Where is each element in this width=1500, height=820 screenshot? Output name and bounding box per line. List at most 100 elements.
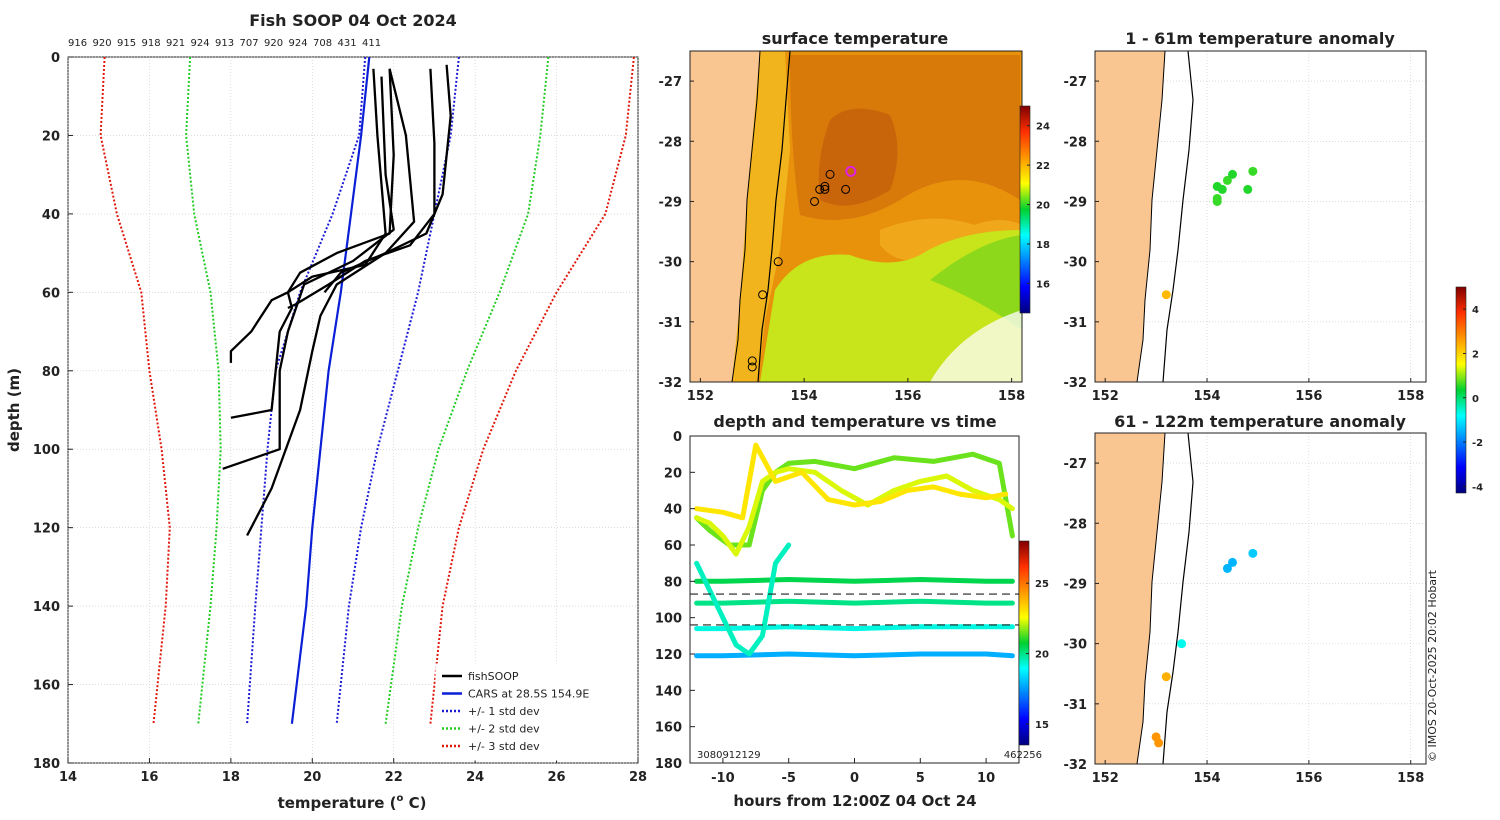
station-marker: [758, 290, 768, 300]
y-tick-label: 20: [42, 129, 60, 144]
y-tick-label: 0: [673, 430, 682, 445]
profile-top-labels: 916 920 915 918 921 924 913 707 920 924 708 431 411: [68, 38, 381, 49]
depth-track: [694, 624, 1015, 632]
depth-track: [694, 577, 1015, 584]
legend-label: CARS at 28.5S 154.9E: [468, 688, 589, 701]
y-tick-label: -28: [1064, 135, 1088, 150]
station-marker: [820, 184, 830, 194]
anomaly-point: [1243, 184, 1253, 194]
y-tick-label: 160: [33, 679, 60, 694]
anom1-shelf-contour: [1162, 51, 1194, 382]
anom1-ticks: 152 154 156 158 -27 -28 -29 -30 -31 -32: [1064, 75, 1425, 404]
sst-map-title: surface temperature: [762, 29, 949, 48]
y-tick-label: -29: [1064, 195, 1088, 210]
x-tick-label: 158: [998, 389, 1025, 404]
x-tick-label: 154: [791, 389, 818, 404]
x-tick-label: -5: [781, 771, 795, 786]
timeseries-title: depth and temperature vs time: [713, 412, 996, 431]
anom2-ticks: 152 154 156 158 -27 -28 -29 -30 -31 -32: [1064, 457, 1425, 786]
anom1-map-title: 1 - 61m temperature anomaly: [1125, 29, 1395, 48]
y-tick-label: -30: [659, 256, 683, 271]
top-label: 920: [264, 38, 283, 49]
x-tick-label: 156: [894, 389, 921, 404]
depth-track: [694, 542, 792, 657]
timeseries-bottom-left-text: 3080912129: [697, 750, 761, 761]
anomaly-point: [1222, 563, 1232, 573]
y-tick-label: 40: [664, 503, 682, 518]
series-line: [229, 68, 387, 363]
x-tick-label: 28: [629, 770, 647, 785]
sst-cool-water-green: [930, 235, 1022, 330]
sst-coast-warm: [732, 51, 790, 382]
x-tick-label: 152: [1092, 389, 1119, 404]
sst-coastline: [731, 51, 761, 382]
y-tick-label: -30: [1064, 256, 1088, 271]
anomaly-point: [1217, 184, 1227, 194]
x-tick-label: 158: [1397, 389, 1424, 404]
x-tick-label: 5: [916, 771, 925, 786]
x-tick-label: 154: [1193, 389, 1220, 404]
y-tick-label: 120: [655, 648, 682, 663]
anom2-land: [1095, 433, 1166, 764]
series-line: [185, 57, 222, 724]
y-tick-label: -31: [1064, 698, 1088, 713]
x-tick-label: 152: [687, 389, 714, 404]
colorbar-label: 24: [1036, 122, 1050, 133]
timeseries-colorbar-ticks: 15 20 25: [1026, 579, 1049, 731]
series-line: [246, 68, 416, 537]
y-tick-label: -28: [659, 135, 683, 150]
anomaly-point: [1227, 169, 1237, 179]
x-tick-label: 26: [548, 770, 566, 785]
station-marker: [820, 181, 830, 191]
y-tick-label: -31: [659, 316, 683, 331]
anom2-shelf-contour: [1162, 433, 1194, 764]
timeseries-frame-bg: [690, 436, 1019, 763]
sst-eddy-core: [818, 108, 898, 206]
sst-station-markers: [747, 165, 857, 372]
top-label: 707: [240, 38, 259, 49]
top-label: 431: [338, 38, 357, 49]
series-line: [429, 57, 635, 724]
top-label: 411: [362, 38, 381, 49]
y-tick-label: -27: [1064, 75, 1088, 90]
sst-no-data: [930, 310, 1022, 382]
colorbar-label: 20: [1036, 201, 1050, 212]
x-tick-label: 156: [1295, 771, 1322, 786]
top-label: 918: [142, 38, 161, 49]
anomaly-point: [1177, 639, 1187, 649]
ship-marker: [845, 165, 857, 177]
y-tick-label: -32: [659, 376, 683, 391]
colorbar-label: 20: [1035, 650, 1049, 661]
credit-text: © IMOS 20-Oct-2025 20:02 Hobart: [1426, 569, 1439, 762]
top-label: 913: [215, 38, 234, 49]
series-line: [230, 68, 395, 419]
x-tick-label: 14: [59, 770, 77, 785]
depth-track: [694, 598, 1015, 606]
sst-colorbar-ticks: 16 18 20 22 24: [1027, 122, 1050, 290]
x-tick-label: 20: [303, 770, 321, 785]
x-tick-label: 10: [977, 771, 995, 786]
colorbar-label: 15: [1035, 720, 1049, 731]
y-tick-label: 80: [664, 575, 682, 590]
x-tick-label: 152: [1092, 771, 1119, 786]
y-tick-label: 100: [655, 612, 682, 627]
top-label: 920: [93, 38, 112, 49]
depth-track: [694, 651, 1015, 659]
anomaly-point: [1248, 166, 1258, 176]
y-tick-label: -28: [1064, 517, 1088, 532]
anomaly-point: [1212, 196, 1222, 206]
y-tick-label: -27: [1064, 457, 1088, 472]
anom1-points: [1161, 166, 1258, 300]
legend-label: +/- 1 std dev: [468, 705, 540, 718]
x-tick-label: -10: [711, 771, 735, 786]
station-marker: [773, 257, 783, 267]
timeseries-tracks: [690, 442, 1019, 659]
profile-lines: [99, 57, 635, 724]
colorbar-label: 4: [1472, 305, 1479, 316]
y-tick-label: 100: [33, 443, 60, 458]
colorbar-label: 18: [1036, 240, 1050, 251]
y-tick-label: 0: [51, 51, 60, 66]
depth-track: [694, 466, 1015, 557]
anomaly-point: [1227, 557, 1237, 567]
